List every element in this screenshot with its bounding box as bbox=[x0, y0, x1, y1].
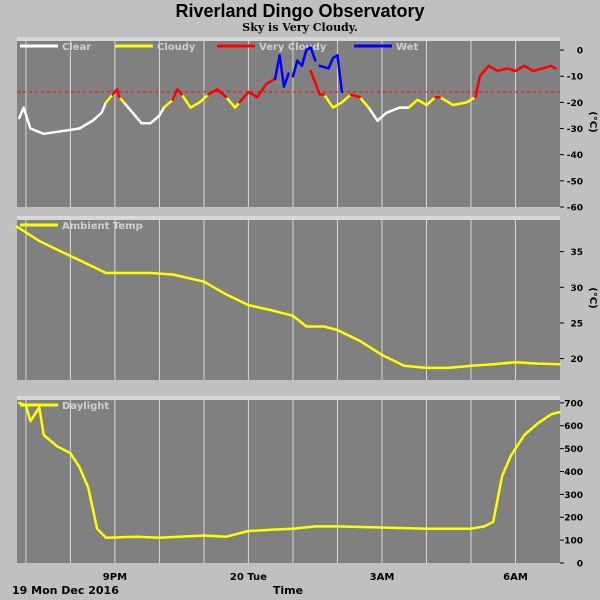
legend-label: Very Cloudy bbox=[259, 42, 327, 53]
series-line bbox=[122, 101, 166, 125]
chart-subtitle: Sky is Very Cloudy. bbox=[242, 21, 358, 34]
plot-area bbox=[17, 37, 560, 207]
y-tick-label: 0 bbox=[577, 47, 583, 57]
series-line bbox=[15, 225, 562, 370]
panel-top-strip bbox=[17, 396, 560, 400]
panel-top-strip bbox=[17, 216, 560, 220]
y-tick-label: 30 bbox=[570, 284, 583, 294]
series-line bbox=[207, 88, 228, 99]
y-axis-label: (°C) bbox=[587, 287, 598, 308]
x-tick-label: 6AM bbox=[503, 572, 528, 583]
series-line bbox=[322, 93, 353, 109]
y-tick-label: 600 bbox=[564, 422, 583, 432]
legend-label: Wet bbox=[396, 42, 418, 53]
series-line bbox=[273, 54, 290, 88]
y-tick-label: 400 bbox=[564, 468, 583, 478]
series-line bbox=[407, 95, 437, 109]
series-line bbox=[238, 77, 277, 104]
series-line bbox=[104, 93, 114, 104]
y-tick-label: 700 bbox=[564, 399, 583, 409]
series-line bbox=[171, 88, 183, 102]
y-axis-label: (°C) bbox=[587, 111, 598, 132]
y-tick-label: -40 bbox=[567, 151, 583, 161]
legend-label: Clear bbox=[62, 42, 91, 53]
x-tick-label: 9PM bbox=[103, 572, 127, 583]
legend-label: Ambient Temp bbox=[62, 221, 143, 232]
y-tick-label: -30 bbox=[567, 125, 583, 135]
y-tick-label: 100 bbox=[564, 537, 583, 547]
plot-area bbox=[17, 216, 560, 380]
series-line bbox=[367, 106, 410, 122]
series-line bbox=[17, 401, 562, 540]
plot-area bbox=[17, 396, 560, 563]
chart-title: Riverland Dingo Observatory bbox=[175, 1, 425, 21]
y-tick-label: 200 bbox=[564, 514, 583, 524]
series-line bbox=[438, 95, 477, 107]
y-tick-label: 500 bbox=[564, 445, 583, 455]
series-line bbox=[318, 54, 344, 94]
series-line bbox=[224, 95, 241, 109]
panel-ambient-temp: 20 25 30 35 (°C) Ambient Temp bbox=[15, 216, 598, 380]
series-line bbox=[162, 98, 175, 109]
y-tick-label: -10 bbox=[567, 73, 583, 83]
x-axis-title: Time bbox=[272, 584, 304, 597]
y-tick-label: 35 bbox=[570, 248, 583, 258]
series-line bbox=[358, 95, 370, 109]
panel-top-strip bbox=[17, 37, 560, 41]
panel-sky-temp: 0 -10 -20 -30 -40 -50 -60 (°C) Clear Cloudy Very C… bbox=[17, 37, 598, 214]
series-line bbox=[17, 101, 108, 136]
y-tick-label: -60 bbox=[567, 204, 583, 214]
y-tick-label: 25 bbox=[570, 319, 583, 329]
date-label: 19 Mon Dec 2016 bbox=[12, 584, 119, 597]
series-line bbox=[180, 93, 210, 109]
y-tick-label: 20 bbox=[570, 355, 583, 365]
series-line bbox=[309, 69, 326, 96]
x-axis-labels: 9PM 20 Tue 3AM 6AM bbox=[103, 572, 528, 583]
y-tick-label: -20 bbox=[567, 99, 583, 109]
series-line bbox=[291, 46, 317, 78]
series-line bbox=[349, 93, 361, 99]
x-tick-label: 20 Tue bbox=[230, 572, 267, 583]
y-tick-label: 0 bbox=[577, 560, 583, 570]
y-tick-label: 300 bbox=[564, 491, 583, 501]
panel-daylight: 0 100 200 300 400 500 600 700 Daylight bbox=[17, 396, 583, 570]
x-tick-label: 3AM bbox=[370, 572, 395, 583]
y-tick-label: -50 bbox=[567, 177, 583, 187]
legend-label: Cloudy bbox=[157, 42, 196, 53]
series-line bbox=[474, 64, 557, 99]
legend-label: Daylight bbox=[62, 401, 109, 412]
series-line bbox=[111, 88, 121, 99]
